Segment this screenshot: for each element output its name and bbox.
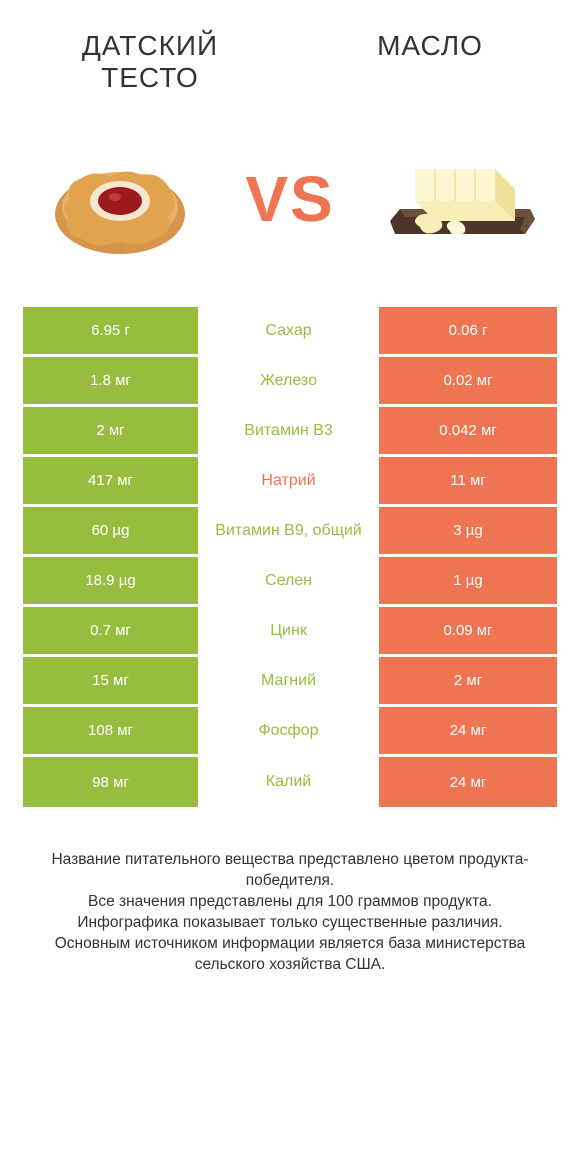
danish-pastry-icon xyxy=(40,139,200,259)
header: ДАТСКИЙТЕСТО МАСЛО xyxy=(0,0,580,104)
comparison-table: 6.95 гСахар0.06 г1.8 мгЖелезо0.02 мг2 мг… xyxy=(20,304,560,810)
butter-icon xyxy=(375,139,545,259)
footer-line-3: Инфографика показывает только существенн… xyxy=(20,913,560,934)
left-value: 1.8 мг xyxy=(23,357,201,404)
footer-notes: Название питательного вещества представл… xyxy=(0,810,580,976)
footer-line-2: Все значения представлены для 100 граммо… xyxy=(20,892,560,913)
footer-line-4: Основным источником информации является … xyxy=(20,934,560,976)
left-value: 15 мг xyxy=(23,657,201,704)
table-row: 1.8 мгЖелезо0.02 мг xyxy=(23,357,557,407)
left-value: 2 мг xyxy=(23,407,201,454)
table-row: 15 мгМагний2 мг xyxy=(23,657,557,707)
nutrient-name: Магний xyxy=(201,657,379,704)
product-title-left: ДАТСКИЙТЕСТО xyxy=(50,30,250,94)
right-value: 3 µg xyxy=(379,507,557,554)
nutrient-name: Фосфор xyxy=(201,707,379,754)
left-value: 18.9 µg xyxy=(23,557,201,604)
nutrient-name: Железо xyxy=(201,357,379,404)
nutrient-name: Сахар xyxy=(201,307,379,354)
images-row: VS xyxy=(0,104,580,304)
right-value: 0.02 мг xyxy=(379,357,557,404)
nutrient-name: Селен xyxy=(201,557,379,604)
right-value: 1 µg xyxy=(379,557,557,604)
right-value: 0.042 мг xyxy=(379,407,557,454)
right-value: 11 мг xyxy=(379,457,557,504)
butter-image xyxy=(370,129,550,269)
nutrient-name: Цинк xyxy=(201,607,379,654)
left-value: 417 мг xyxy=(23,457,201,504)
nutrient-name: Натрий xyxy=(201,457,379,504)
left-value: 60 µg xyxy=(23,507,201,554)
product-title-right: МАСЛО xyxy=(330,30,530,94)
table-row: 417 мгНатрий11 мг xyxy=(23,457,557,507)
table-row: 0.7 мгЦинк0.09 мг xyxy=(23,607,557,657)
table-row: 18.9 µgСелен1 µg xyxy=(23,557,557,607)
table-row: 98 мгКалий24 мг xyxy=(23,757,557,807)
right-value: 24 мг xyxy=(379,757,557,807)
vs-label: VS xyxy=(245,162,334,236)
right-value: 24 мг xyxy=(379,707,557,754)
table-row: 60 µgВитамин B9, общий3 µg xyxy=(23,507,557,557)
table-row: 2 мгВитамин B30.042 мг xyxy=(23,407,557,457)
footer-line-1: Название питательного вещества представл… xyxy=(20,850,560,892)
right-value: 2 мг xyxy=(379,657,557,704)
right-value: 0.06 г xyxy=(379,307,557,354)
left-value: 6.95 г xyxy=(23,307,201,354)
nutrient-name: Витамин B3 xyxy=(201,407,379,454)
nutrient-name: Калий xyxy=(201,757,379,807)
left-value: 98 мг xyxy=(23,757,201,807)
nutrient-name: Витамин B9, общий xyxy=(201,507,379,554)
left-value: 108 мг xyxy=(23,707,201,754)
danish-pastry-image xyxy=(30,129,210,269)
left-value: 0.7 мг xyxy=(23,607,201,654)
table-row: 6.95 гСахар0.06 г xyxy=(23,307,557,357)
table-row: 108 мгФосфор24 мг xyxy=(23,707,557,757)
right-value: 0.09 мг xyxy=(379,607,557,654)
